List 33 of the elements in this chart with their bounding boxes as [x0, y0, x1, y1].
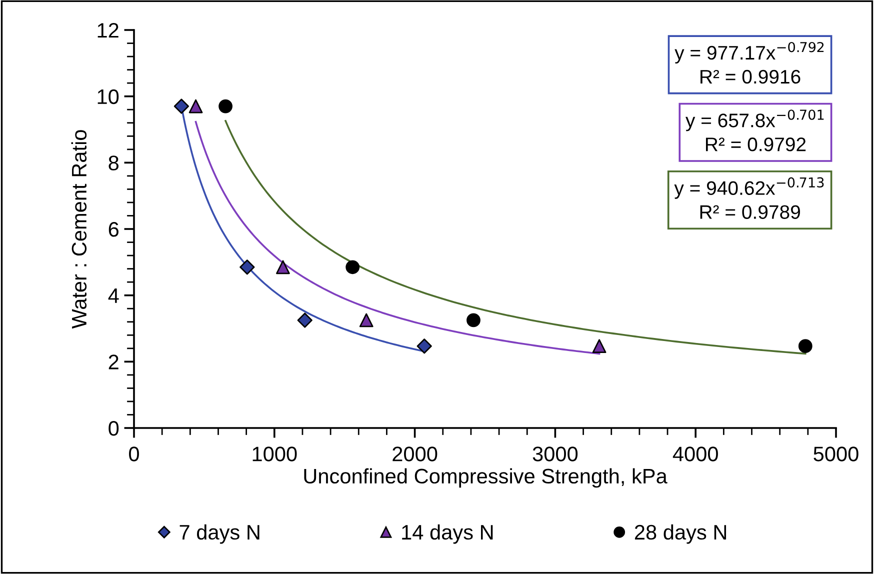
point	[240, 260, 255, 275]
point	[218, 99, 232, 114]
legend-label: 28 days N	[634, 524, 726, 544]
point	[188, 99, 203, 114]
text: y = 977.17x$^{−0.792}$ R² = 0.9916	[674, 42, 824, 84]
y-axis-title: Water : Cement Ratio	[71, 130, 87, 329]
point	[174, 98, 190, 114]
x-tick-label: 5000	[814, 446, 858, 462]
y-tick-label: 0	[108, 421, 119, 436]
y-tick-label: 10	[98, 89, 119, 104]
legend-label: 14 days N	[402, 524, 493, 544]
point	[798, 339, 812, 354]
y-tick-label: 4	[108, 288, 119, 303]
x-axis-title: Unconfined Compressive Strength, kPa	[304, 468, 668, 488]
x-tick-label: 1000	[252, 446, 297, 462]
point	[297, 312, 312, 328]
x-tick-label: 4000	[672, 446, 718, 462]
point	[466, 313, 480, 328]
point	[416, 338, 432, 354]
y-tick-label: 12	[98, 23, 118, 38]
y-tick-label: 2	[108, 354, 118, 370]
x-tick-label: 0	[129, 446, 139, 462]
x-tick-label: 3000	[532, 446, 578, 462]
text: y = 940.62x$^{−0.713}$ R² = 0.9789	[674, 177, 824, 219]
y-tick-label: 8	[108, 156, 119, 170]
text: y = 657.8x$^{−0.701}$ R² = 0.9792	[686, 110, 824, 152]
y-tick-label: 6	[108, 222, 118, 237]
point	[276, 260, 290, 274]
legend-label: 7 days N	[180, 524, 260, 544]
x-tick-label: 2000	[392, 446, 438, 462]
point	[592, 339, 606, 354]
point	[346, 260, 360, 274]
point	[359, 313, 374, 328]
